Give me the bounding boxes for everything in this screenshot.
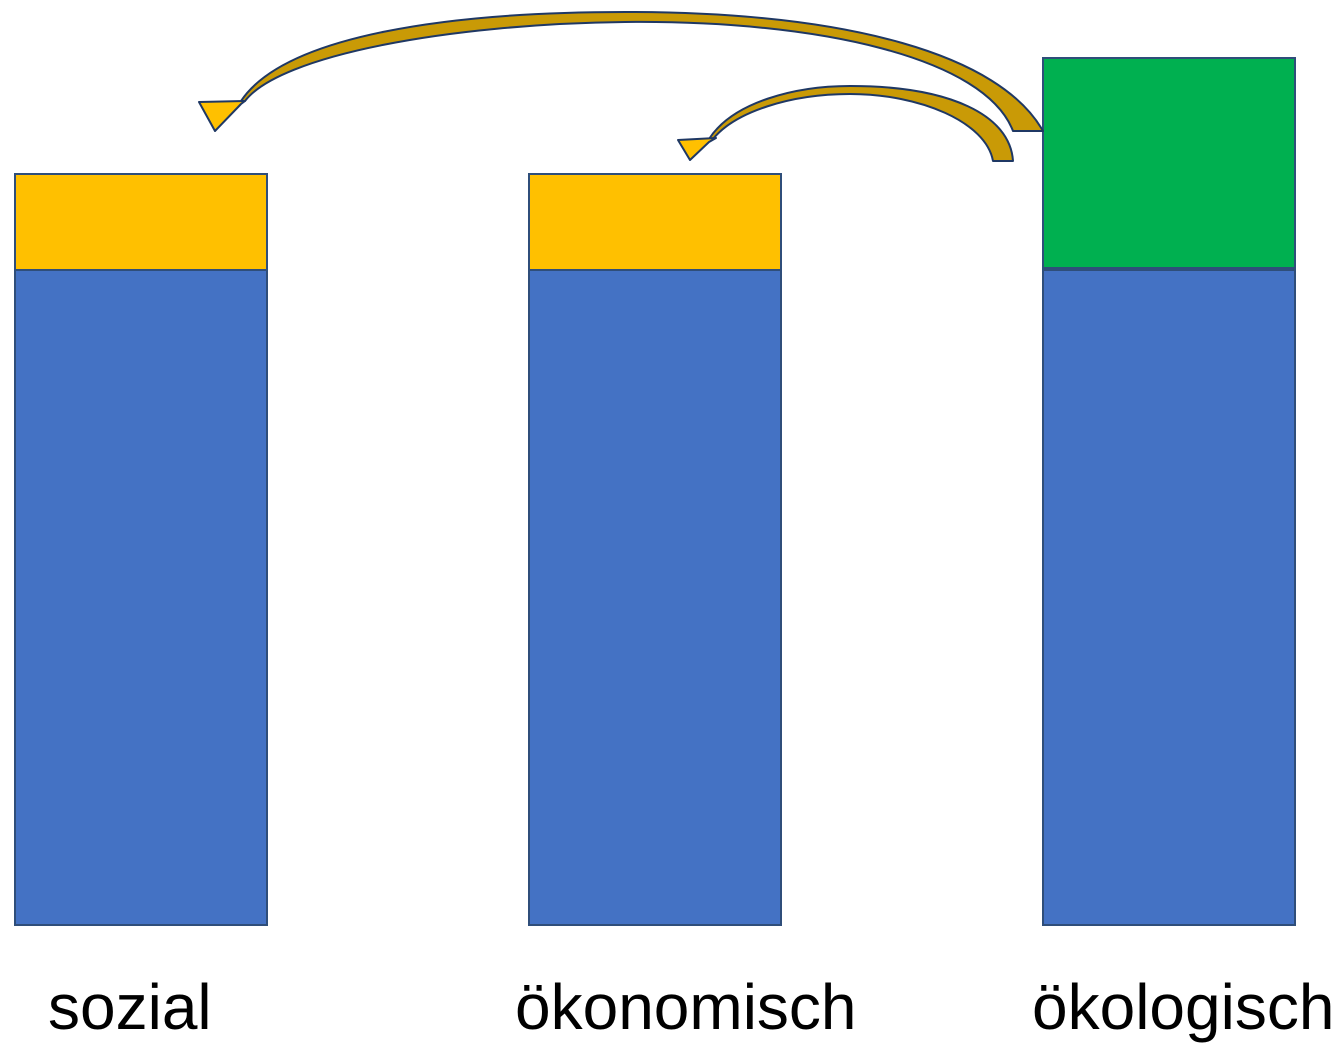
- arrow-to-oekonomisch: [677, 85, 1014, 162]
- column-oekologisch-base: [1042, 269, 1296, 926]
- arrow-to-oekonomisch-body: [708, 85, 1014, 162]
- arrow-to-oekonomisch-head: [677, 137, 717, 161]
- column-oekologisch-top-segment: [1042, 57, 1296, 269]
- column-oekonomisch: [528, 173, 782, 926]
- arrow-to-sozial-head: [198, 100, 246, 132]
- label-sozial: sozial: [48, 971, 212, 1043]
- label-oekonomisch: ökonomisch: [515, 971, 857, 1043]
- column-sozial-top-segment: [14, 173, 268, 271]
- column-sozial-base: [14, 269, 268, 926]
- label-oekologisch: ökologisch: [1032, 971, 1334, 1043]
- column-oekonomisch-base: [528, 269, 782, 926]
- arrow-to-sozial: [198, 11, 1044, 132]
- column-sozial: [14, 173, 268, 926]
- arrow-to-sozial-body: [240, 11, 1044, 132]
- column-oekologisch: [1042, 57, 1296, 926]
- column-oekonomisch-top-segment: [528, 173, 782, 271]
